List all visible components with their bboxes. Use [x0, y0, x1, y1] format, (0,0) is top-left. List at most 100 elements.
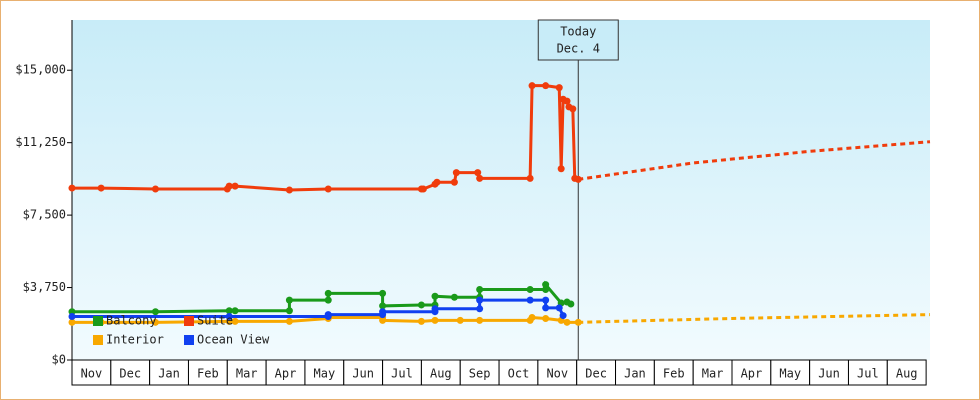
- point: [528, 314, 536, 321]
- x-tick-label: Apr: [741, 367, 763, 381]
- point: [555, 84, 563, 92]
- month-cell: [576, 359, 617, 386]
- x-tick-label: Jun: [352, 367, 374, 381]
- point: [379, 316, 387, 324]
- point: [476, 296, 484, 304]
- point: [97, 184, 105, 192]
- point: [559, 312, 567, 320]
- point: [563, 318, 571, 326]
- point: [433, 178, 441, 186]
- legend-swatch: [93, 335, 103, 345]
- point: [542, 82, 550, 90]
- point: [379, 289, 387, 297]
- x-tick-label: Mar: [236, 367, 258, 381]
- x-tick-label: Mar: [702, 367, 724, 381]
- point: [231, 317, 239, 325]
- point: [231, 307, 239, 315]
- point: [285, 186, 293, 194]
- x-tick-label: Feb: [197, 367, 219, 381]
- month-cell: [149, 359, 189, 386]
- point: [555, 304, 563, 312]
- point: [324, 311, 332, 319]
- month-cell: [809, 359, 849, 386]
- x-tick-label: Sep: [469, 367, 491, 381]
- y-tick-label: $15,000: [15, 63, 66, 77]
- point: [285, 296, 293, 304]
- point: [68, 318, 76, 326]
- today-box: [537, 19, 619, 61]
- point: [476, 316, 484, 324]
- point: [542, 314, 550, 322]
- x-tick-label: Apr: [275, 367, 297, 381]
- point: [476, 285, 484, 293]
- month-cell: [187, 359, 228, 386]
- x-tick-label: Nov: [81, 367, 103, 381]
- point: [225, 307, 233, 315]
- month-cell: [226, 359, 267, 386]
- point: [557, 165, 565, 173]
- point: [456, 316, 464, 324]
- point: [417, 317, 425, 325]
- point: [431, 316, 439, 324]
- x-tick-label: Jan: [158, 367, 180, 381]
- legend-label: Ocean View: [197, 333, 270, 347]
- x-tick-label: Feb: [663, 367, 685, 381]
- point: [225, 182, 233, 190]
- month-cell: [265, 359, 306, 386]
- month-cell: [692, 359, 733, 386]
- forecast-line: [578, 140, 931, 181]
- forecast-line: [578, 313, 931, 324]
- point: [528, 82, 536, 90]
- month-cell: [110, 359, 151, 386]
- point: [285, 307, 293, 315]
- point: [419, 185, 427, 193]
- month-cell: [847, 359, 888, 386]
- point: [417, 301, 425, 309]
- month-cell: [71, 359, 112, 386]
- month-cell: [343, 359, 384, 386]
- x-tick-label: Aug: [896, 367, 918, 381]
- point: [285, 317, 293, 325]
- point: [324, 296, 332, 304]
- legend-swatch: [184, 335, 194, 345]
- x-tick-label: Jan: [624, 367, 646, 381]
- y-tick-label: $7,500: [23, 208, 66, 222]
- x-tick-label: Oct: [508, 367, 530, 381]
- x-tick-label: Dec: [119, 367, 141, 381]
- legend-swatch: [184, 316, 194, 326]
- point: [431, 292, 439, 300]
- point: [68, 308, 76, 316]
- point: [542, 281, 550, 289]
- y-tick-label: $11,250: [15, 135, 66, 149]
- x-tick-label: Dec: [585, 367, 607, 381]
- legend-label: Interior: [106, 333, 164, 347]
- point: [324, 289, 332, 297]
- y-tick-label: $3,750: [23, 280, 66, 294]
- x-tick-label: May: [779, 367, 801, 381]
- point: [68, 313, 76, 321]
- point: [379, 302, 387, 310]
- point: [225, 313, 233, 321]
- point: [476, 174, 484, 182]
- point: [526, 285, 534, 293]
- point: [324, 185, 332, 193]
- legend-label: Suite: [197, 314, 233, 328]
- month-cell: [420, 359, 461, 386]
- point: [526, 174, 534, 182]
- x-tick-label: Jul: [857, 367, 879, 381]
- point: [379, 308, 387, 316]
- x-tick-label: Jun: [818, 367, 840, 381]
- point: [225, 317, 233, 325]
- month-cell: [615, 359, 655, 386]
- point: [542, 304, 550, 312]
- point: [569, 105, 577, 113]
- point: [452, 169, 460, 177]
- x-tick-label: Aug: [430, 367, 452, 381]
- month-cell: [653, 359, 694, 386]
- legend-label: Balcony: [106, 314, 157, 328]
- point: [231, 182, 239, 190]
- today-label: Today: [560, 25, 596, 39]
- point: [574, 175, 582, 183]
- point: [68, 184, 76, 192]
